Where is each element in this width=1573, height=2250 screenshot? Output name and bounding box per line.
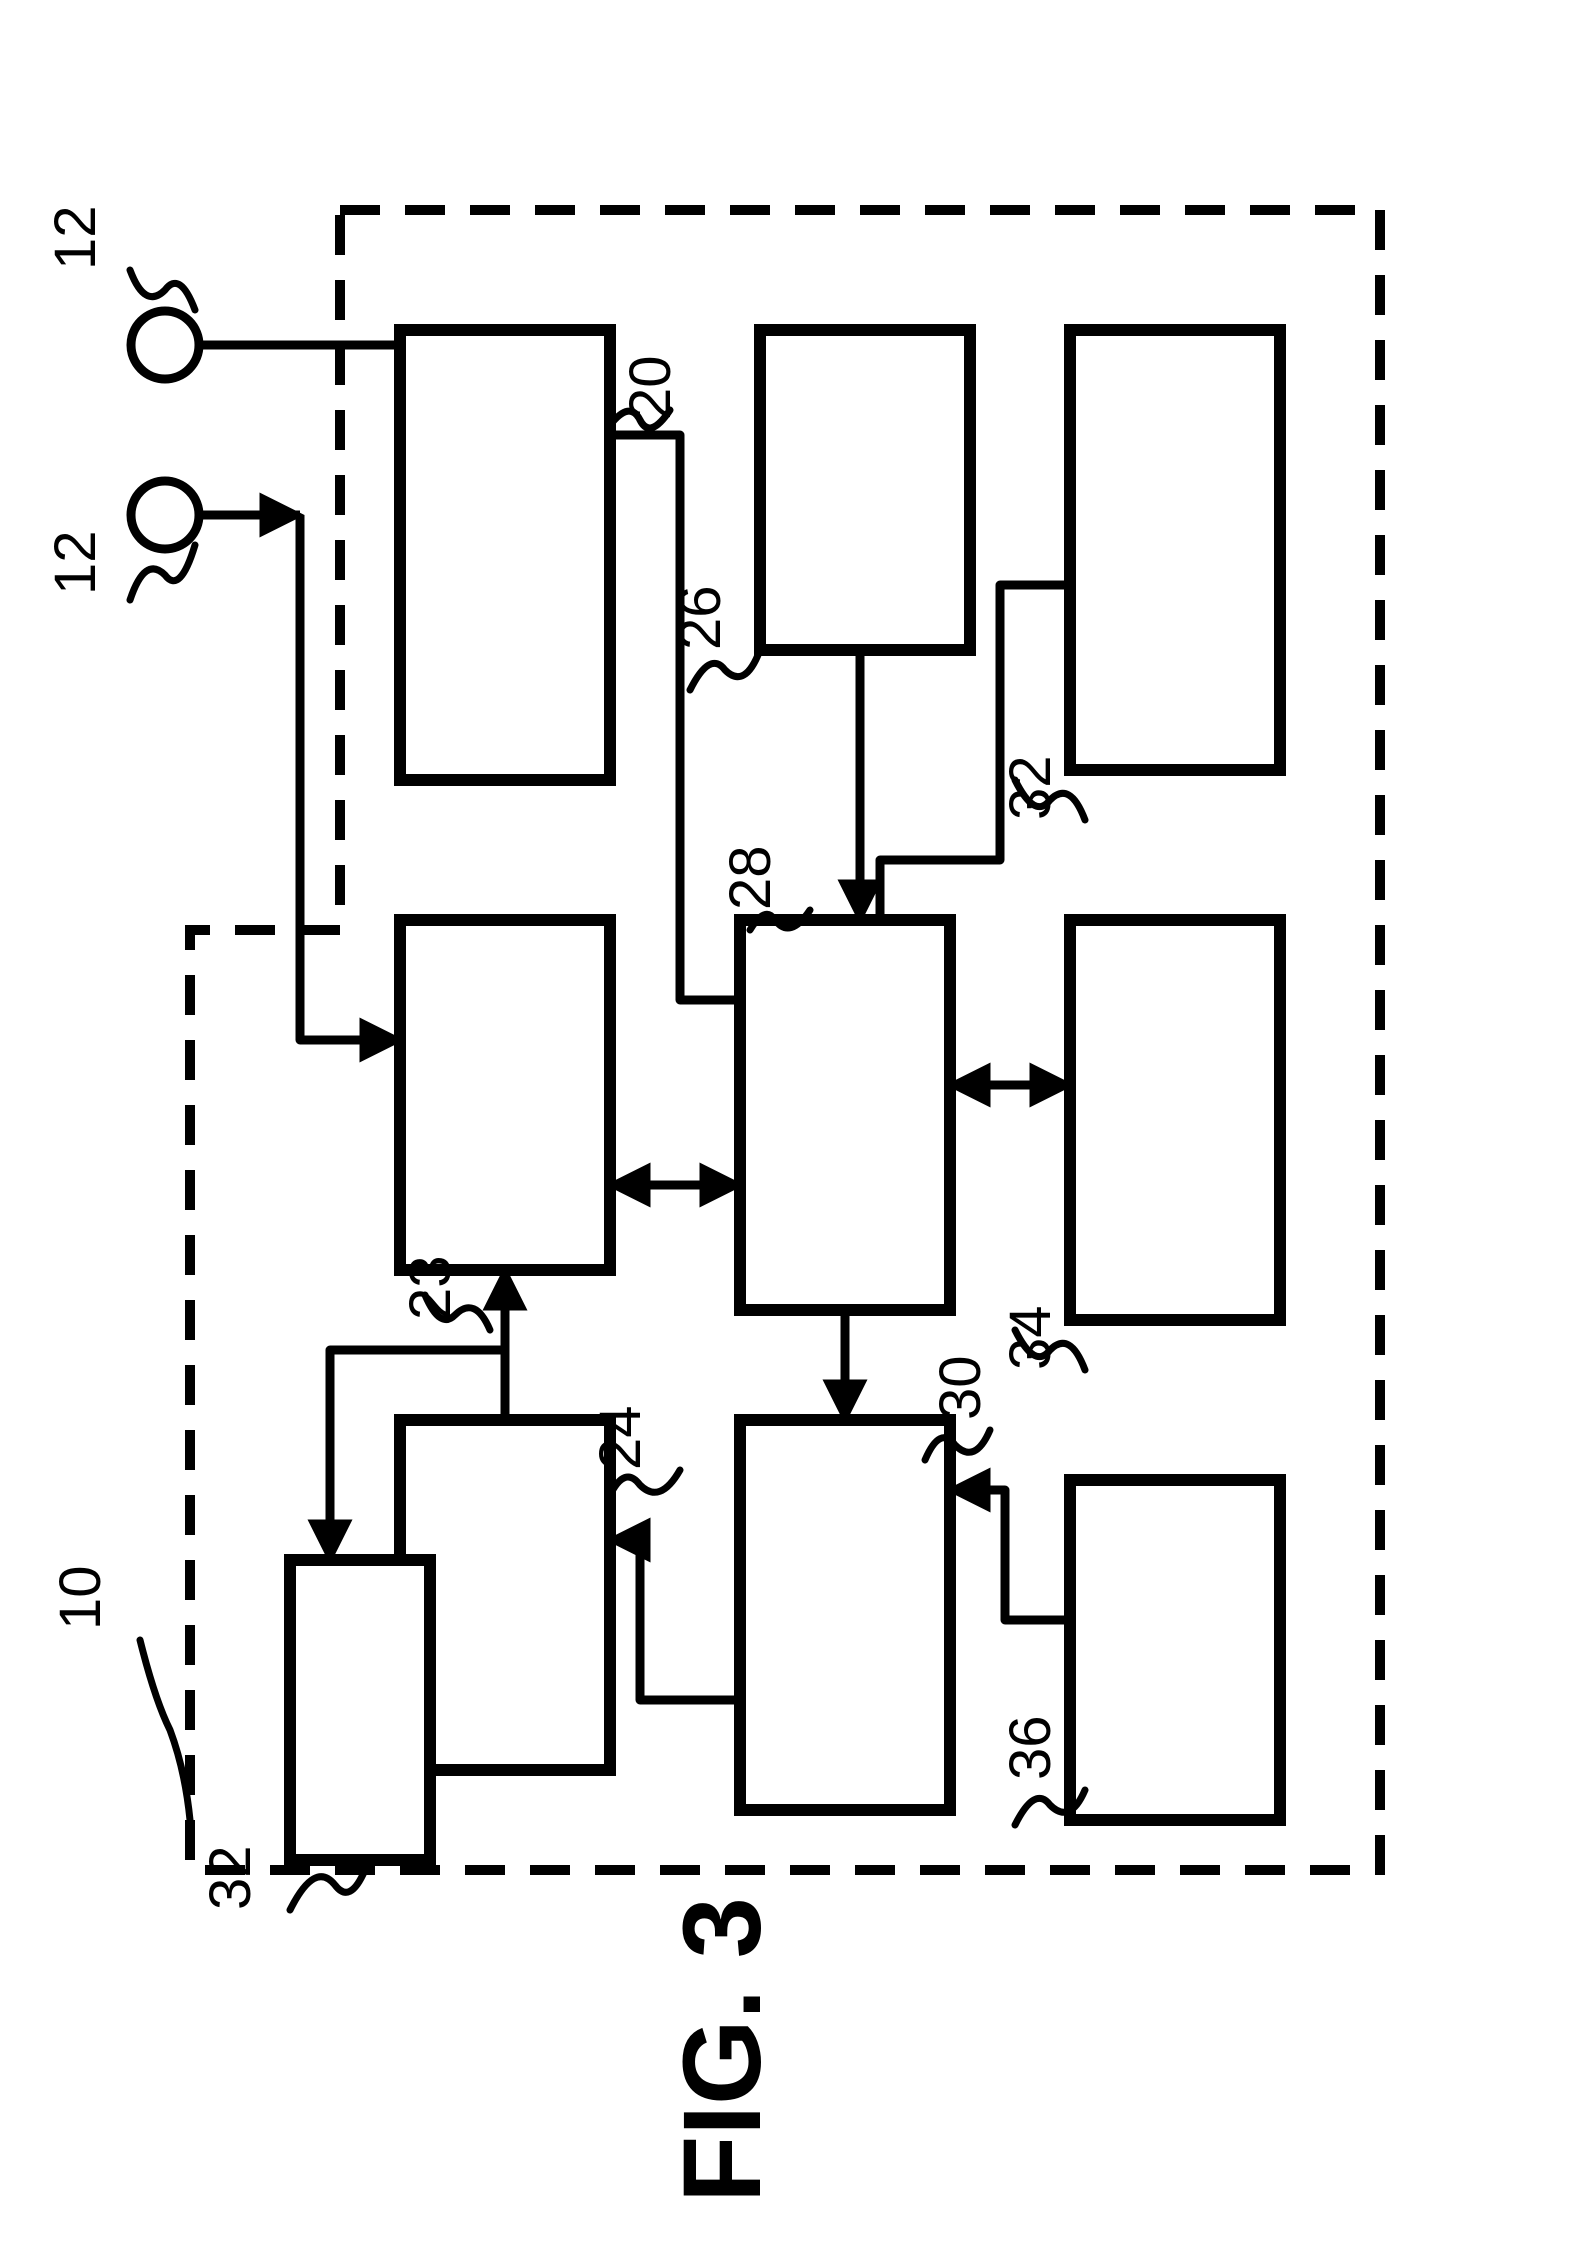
leader-12 (140, 1640, 190, 1820)
leader-6 (610, 1470, 680, 1495)
label-block-36-n36: 36 (998, 1715, 1063, 1780)
terminal-t1 (131, 311, 199, 379)
label-block-32-n32top: 32 (998, 755, 1063, 820)
edge-n30_24 (610, 1540, 740, 1700)
block-23-n23 (400, 920, 610, 1270)
terminal-t2 (131, 481, 199, 549)
block-26-n26 (760, 330, 970, 650)
edge-n36_30 (950, 1490, 1070, 1620)
label-block-28-n28: 28 (718, 845, 783, 910)
label-block-20-n20: 20 (618, 355, 683, 420)
figure-caption: FIG. 3 (661, 1897, 784, 2203)
leader-1 (690, 650, 760, 690)
block-20-n20 (400, 330, 610, 780)
label-block-24-n24: 24 (588, 1405, 653, 1470)
label-block-26-n26: 26 (668, 585, 733, 650)
label-block-23-n23: 23 (398, 1255, 463, 1320)
leader-10 (130, 270, 195, 310)
block-28-n28 (740, 920, 950, 1310)
edge-n20_28 (610, 435, 740, 1000)
block-34-n34 (1070, 920, 1280, 1320)
label-system-10: 10 (48, 1565, 113, 1630)
label-block-30-n30: 30 (928, 1355, 993, 1420)
leader-9 (290, 1870, 365, 1910)
block-32-n32bot (290, 1560, 430, 1860)
block-30-n30 (740, 1420, 950, 1810)
label-block-34-n34: 34 (998, 1305, 1063, 1370)
block-36-n36 (1070, 1480, 1280, 1820)
label-block-32-n32bot: 32 (198, 1845, 263, 1910)
label-terminal-t2: 12 (43, 530, 108, 595)
edge-n20_23 (300, 515, 400, 1040)
diagram-canvas: 20 26 32 23 28 34 24 30 36 32 12 12 10 FIG. 3 (0, 0, 1573, 2250)
block-32-n32top (1070, 330, 1280, 770)
label-terminal-t1: 12 (43, 205, 108, 270)
